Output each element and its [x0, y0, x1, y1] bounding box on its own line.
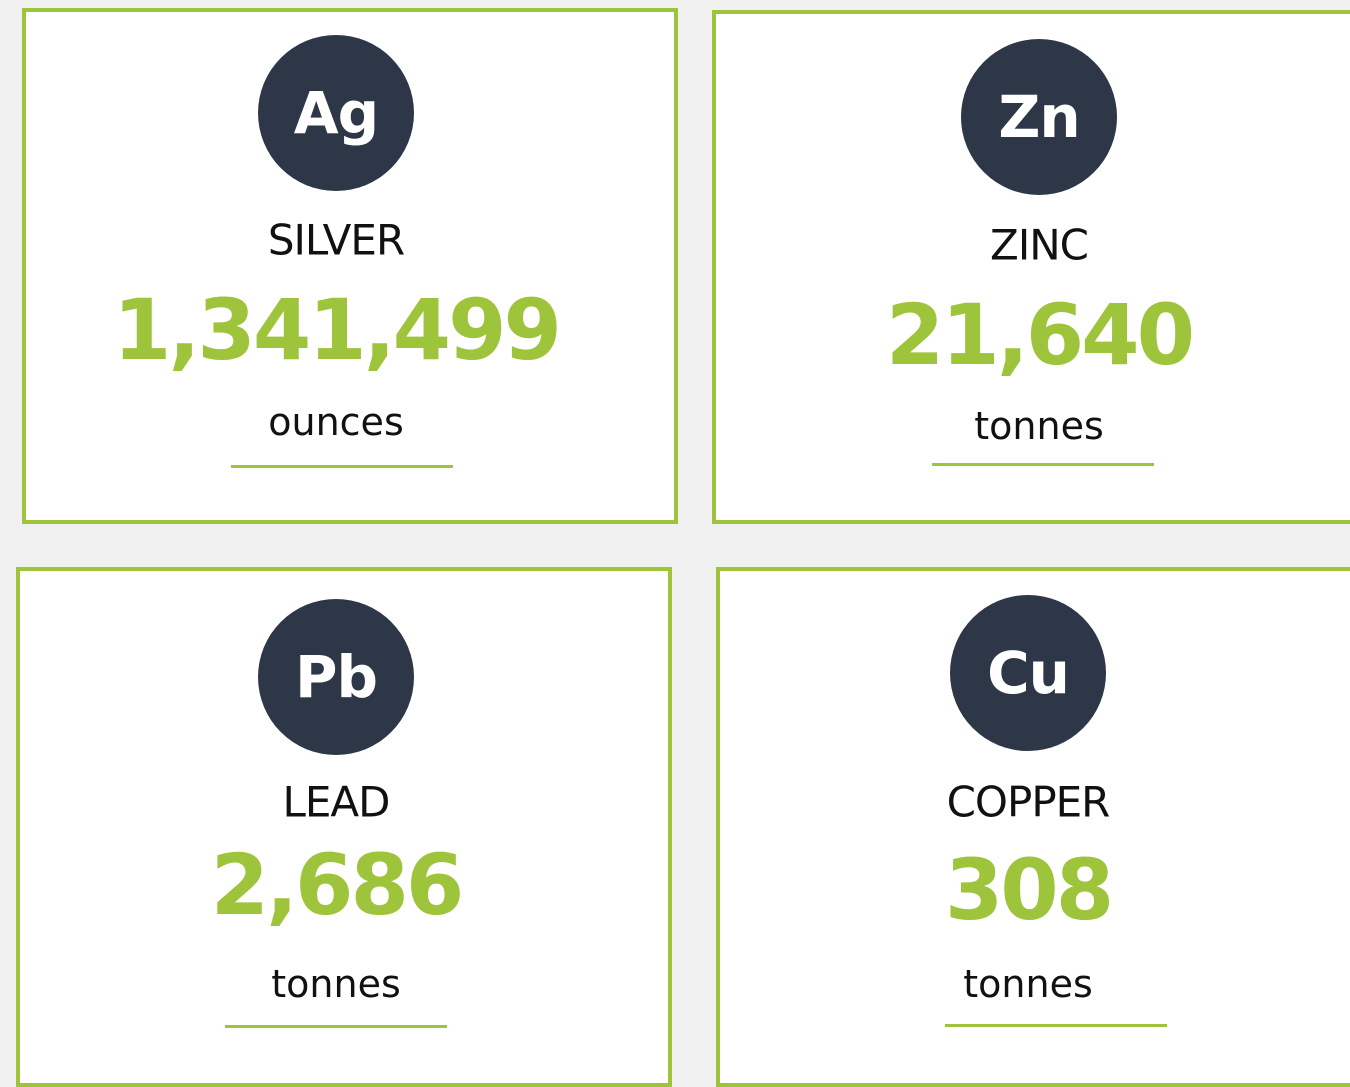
metal-name: ZINC: [990, 220, 1089, 270]
metal-value: 2,686: [210, 836, 465, 934]
metal-unit: tonnes: [974, 404, 1104, 448]
element-badge: Cu: [950, 595, 1106, 751]
element-badge: Ag: [258, 35, 414, 191]
metal-value: 308: [944, 841, 1114, 939]
metal-unit: ounces: [268, 400, 404, 444]
metal-unit: tonnes: [271, 962, 401, 1006]
metal-name: LEAD: [282, 777, 390, 827]
metal-unit: tonnes: [963, 962, 1093, 1006]
divider: [231, 465, 453, 468]
element-badge: Pb: [258, 599, 414, 755]
divider: [225, 1025, 447, 1028]
divider: [932, 463, 1154, 466]
metal-value: 21,640: [885, 286, 1195, 384]
metal-name: COPPER: [946, 777, 1111, 827]
element-badge: Zn: [961, 39, 1117, 195]
metal-name: SILVER: [267, 215, 405, 265]
divider: [945, 1024, 1167, 1027]
metal-value: 1,341,499: [113, 281, 562, 379]
